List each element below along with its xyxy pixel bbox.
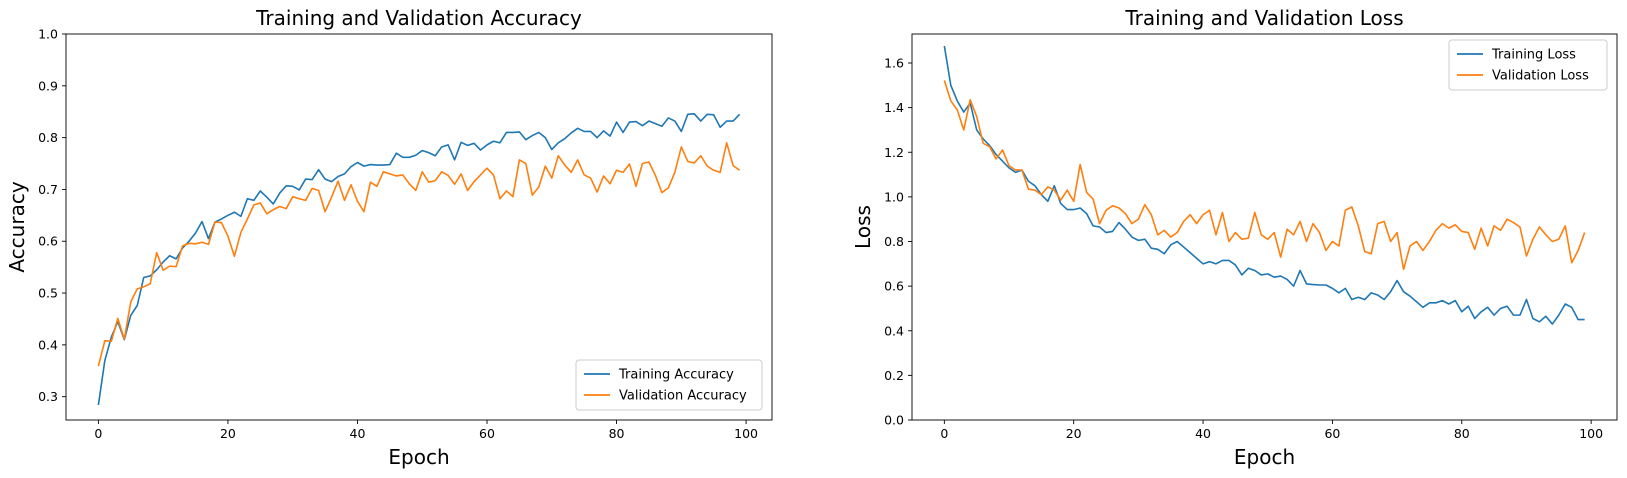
y-tick-label: 1.2 (884, 145, 904, 160)
x-axis-label: Epoch (1234, 445, 1295, 469)
x-tick-label: 60 (479, 426, 495, 441)
x-tick-label: 40 (350, 426, 366, 441)
chart-title: Training and Validation Loss (1124, 6, 1403, 30)
y-tick-label: 0.6 (884, 279, 904, 294)
x-tick-label: 20 (1066, 426, 1082, 441)
x-tick-label: 40 (1195, 426, 1211, 441)
y-tick-label: 1.4 (884, 100, 904, 115)
plot-frame (911, 33, 1618, 421)
y-tick-label: 0.4 (38, 337, 58, 352)
x-tick-label: 0 (940, 426, 948, 441)
x-tick-label: 60 (1324, 426, 1340, 441)
legend: Training Loss Validation Loss (1448, 39, 1608, 91)
accuracy-chart: 0 20 40 60 80 100 0.3 0.4 0.5 0.6 0.7 0.8 0.9 1.0 Trai… (5, 6, 773, 469)
legend-label: Validation Accuracy (619, 389, 747, 404)
series-line-validation-accuracy (97, 142, 741, 367)
legend-box (1448, 39, 1608, 91)
plot-frame (65, 33, 773, 421)
y-tick-label: 0.8 (38, 130, 58, 145)
x-tick-label: 0 (94, 426, 102, 441)
y-tick-label: 0.2 (884, 368, 904, 383)
y-tick-label: 0.0 (884, 413, 904, 428)
x-tick-label: 80 (609, 426, 625, 441)
legend-label: Training Accuracy (618, 368, 734, 383)
loss-chart: 0 20 40 60 80 100 0.0 0.2 0.4 0.6 0.8 1.0 1.2 1.4 1.6 T… (851, 6, 1618, 469)
y-axis-label: Accuracy (5, 181, 29, 272)
series-line-training-accuracy (97, 112, 741, 406)
y-tick-label: 0.5 (38, 286, 58, 301)
x-tick-label: 100 (734, 426, 758, 441)
y-axis-label: Loss (851, 205, 875, 249)
legend-label: Training Loss (1491, 48, 1576, 63)
y-tick-label: 0.8 (884, 234, 904, 249)
legend-box (575, 359, 763, 411)
legend-label: Validation Loss (1492, 69, 1589, 84)
series-line-validation-loss (943, 80, 1586, 271)
legend: Training Accuracy Validation Accuracy (575, 359, 763, 411)
y-tick-label: 0.4 (884, 323, 904, 338)
y-tick-label: 1.0 (38, 27, 58, 42)
y-tick-label: 0.7 (38, 182, 58, 197)
y-tick-label: 0.6 (38, 234, 58, 249)
x-tick-label: 20 (220, 426, 236, 441)
y-tick-label: 0.9 (38, 78, 58, 93)
y-tick-label: 1.6 (884, 56, 904, 71)
y-tick-label: 0.3 (38, 389, 58, 404)
chart-title: Training and Validation Accuracy (255, 6, 582, 30)
series-line-training-loss (943, 45, 1585, 325)
x-tick-label: 100 (1579, 426, 1603, 441)
x-tick-label: 80 (1454, 426, 1470, 441)
x-axis-label: Epoch (388, 445, 449, 469)
y-tick-label: 1.0 (884, 189, 904, 204)
